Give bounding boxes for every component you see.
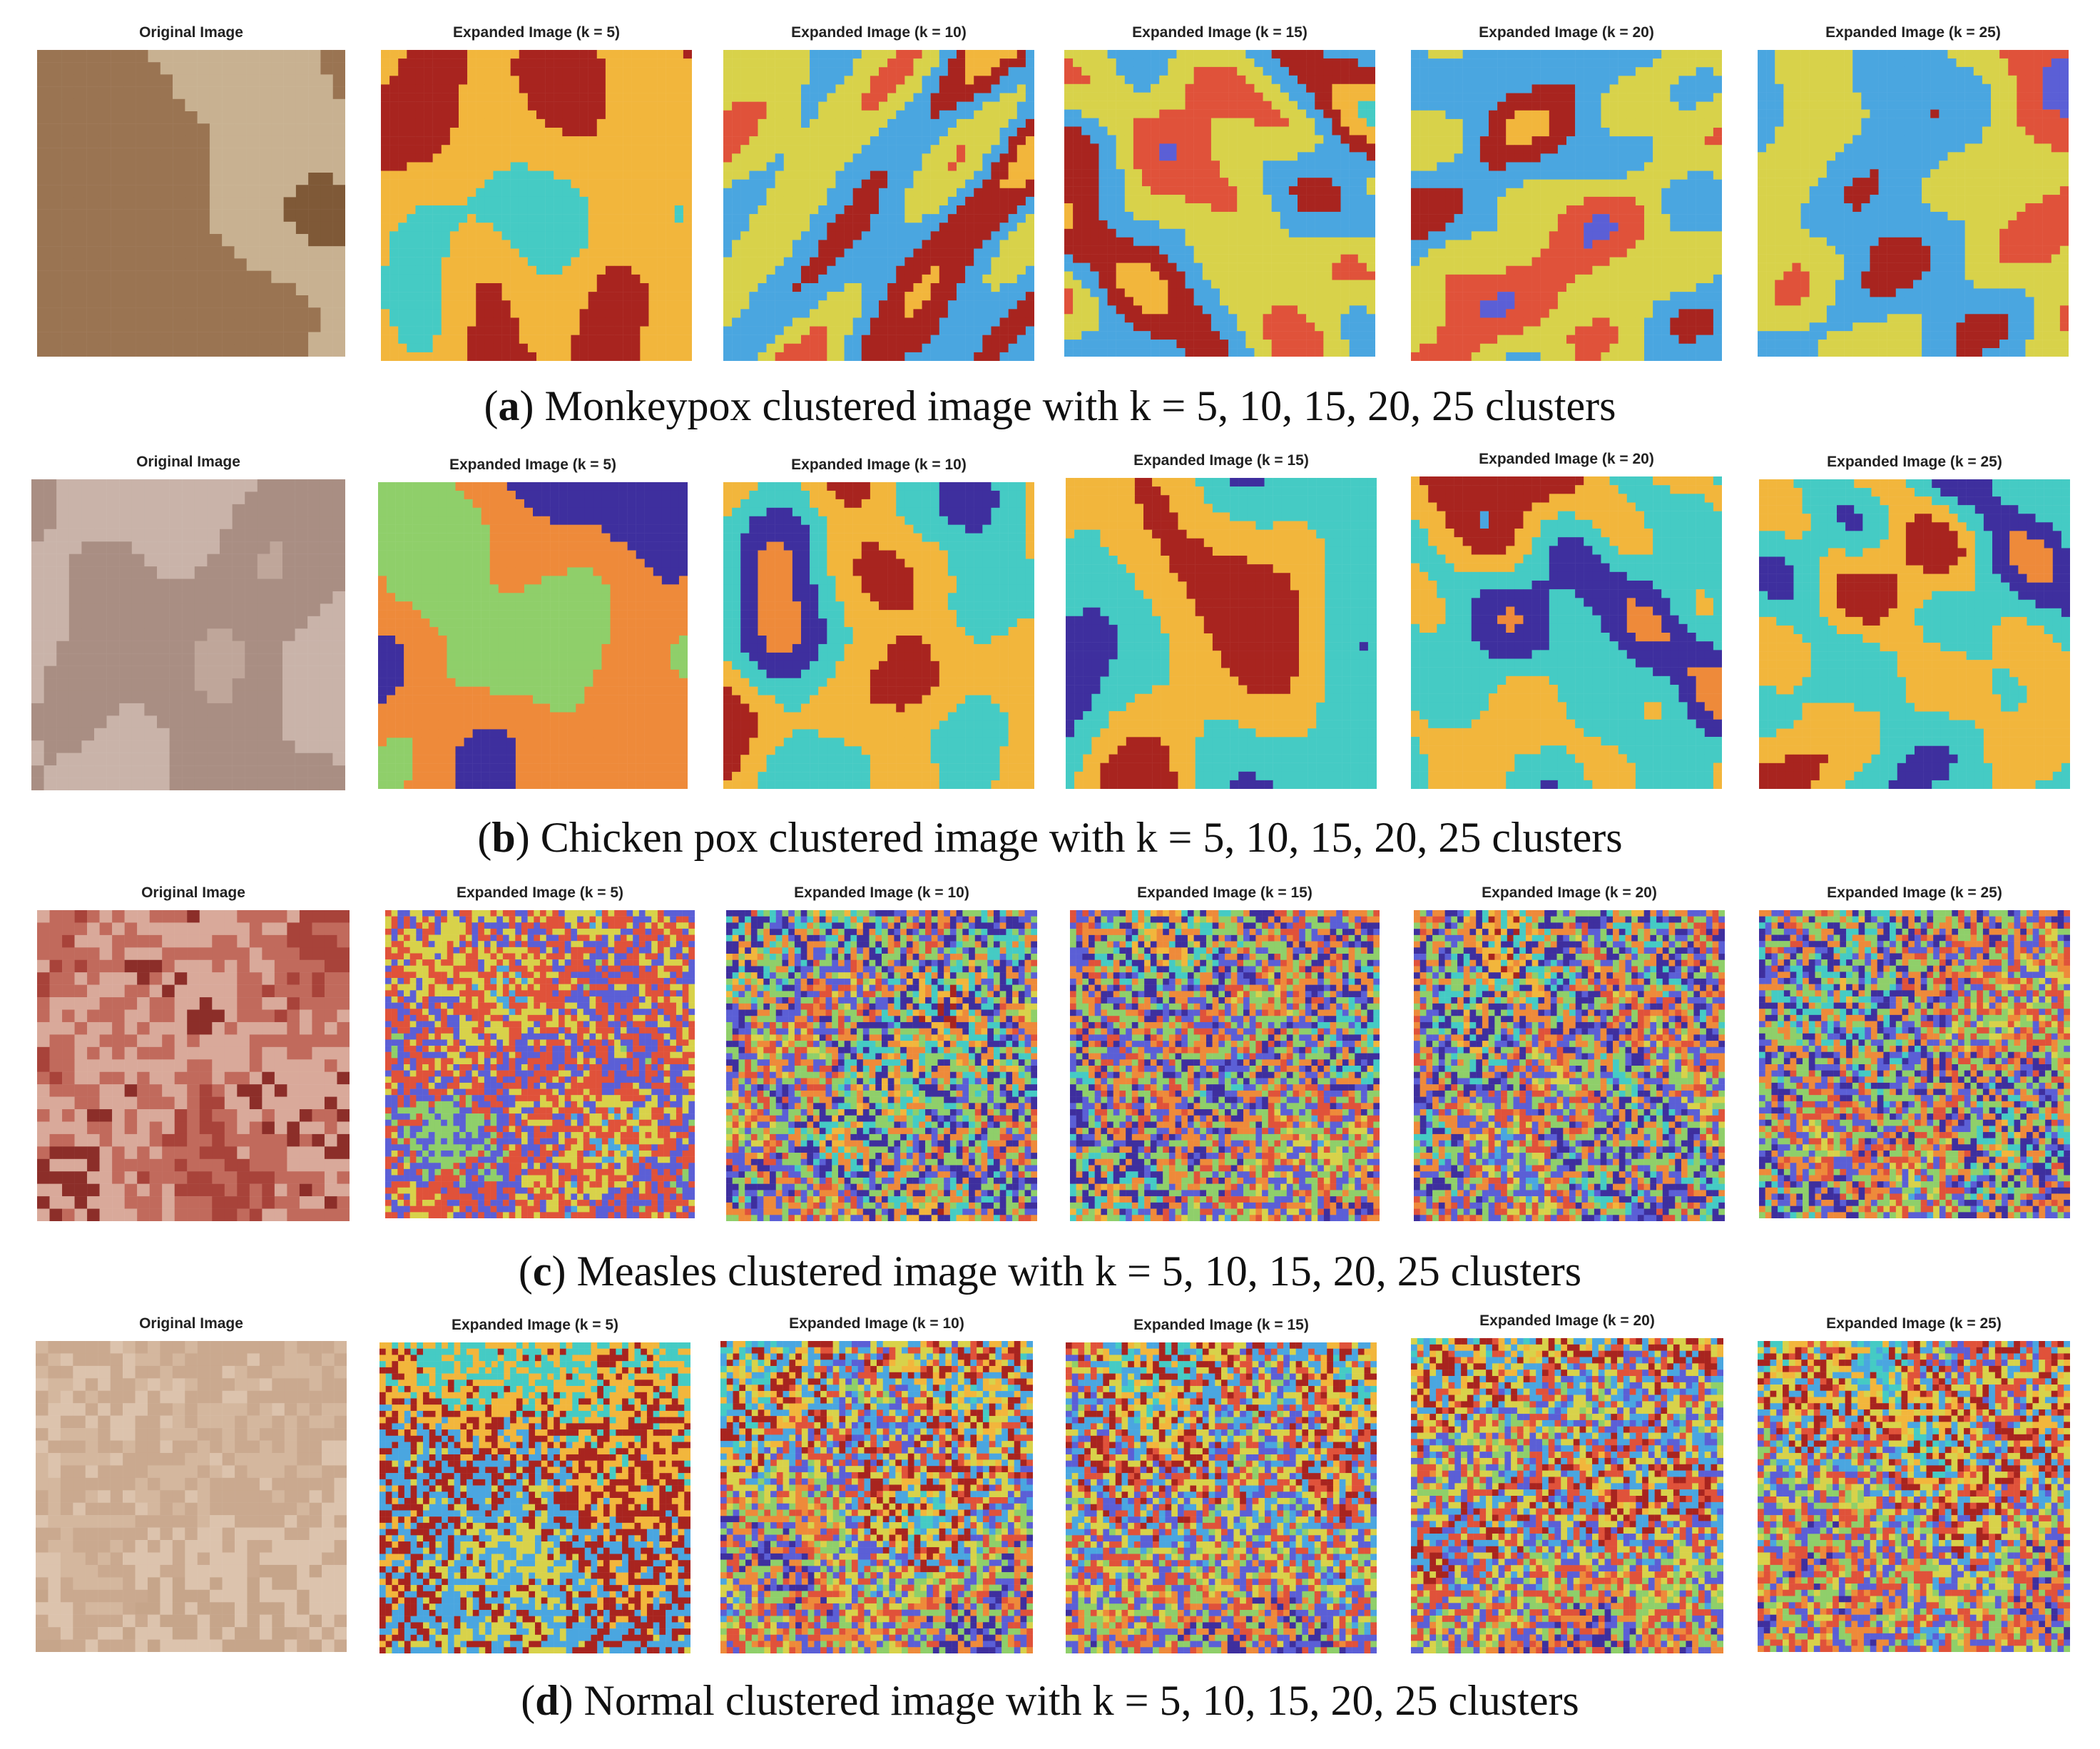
clustered-image [1066, 1342, 1377, 1653]
cluster-image-title: Expanded Image (k = 5) [381, 24, 692, 41]
cluster-panel-k5-c: Expanded Image (k = 5) [385, 884, 695, 1218]
cluster-panel-k5-a: Expanded Image (k = 5) [381, 24, 692, 361]
cluster-image-title: Expanded Image (k = 15) [1066, 1317, 1377, 1334]
cluster-panel-k10-c: Expanded Image (k = 10) [726, 884, 1037, 1221]
cluster-panel-k10-a: Expanded Image (k = 10) [723, 24, 1034, 361]
cluster-panel-k15-c: Expanded Image (k = 15) [1070, 884, 1380, 1221]
cluster-panel-k10-d: Expanded Image (k = 10) [720, 1315, 1033, 1653]
original-image-title: Original Image [37, 24, 345, 41]
cluster-image-title: Expanded Image (k = 15) [1066, 452, 1377, 469]
caption-letter: b [491, 814, 515, 861]
caption-text: Measles clustered image with k = 5, 10, … [566, 1248, 1582, 1295]
cluster-panel-k10-b: Expanded Image (k = 10) [723, 457, 1034, 789]
cluster-panel-k5-b: Expanded Image (k = 5) [378, 457, 688, 789]
cluster-image-title: Expanded Image (k = 10) [723, 24, 1034, 41]
caption-text: Monkeypox clustered image with k = 5, 10… [534, 382, 1616, 429]
clustered-image [720, 1341, 1033, 1653]
clustered-image [1411, 1338, 1723, 1653]
clustered-image [379, 1342, 690, 1653]
original-image-panel-b: Original Image [31, 454, 345, 790]
cluster-image-title: Expanded Image (k = 5) [379, 1317, 690, 1334]
original-image-title: Original Image [37, 884, 350, 902]
cluster-panel-k15-b: Expanded Image (k = 15) [1066, 452, 1377, 789]
original-image-title: Original Image [36, 1315, 347, 1332]
cluster-panel-k20-c: Expanded Image (k = 20) [1414, 884, 1725, 1221]
cluster-image-title: Expanded Image (k = 10) [720, 1315, 1033, 1332]
cluster-image-title: Expanded Image (k = 5) [385, 884, 695, 902]
clustered-image [726, 910, 1037, 1221]
cluster-image-title: Expanded Image (k = 10) [726, 884, 1037, 902]
caption-d: (d) Normal clustered image with k = 5, 1… [0, 1676, 2100, 1725]
clustered-image [381, 50, 692, 361]
clustered-image [723, 50, 1034, 361]
caption-b: (b) Chicken pox clustered image with k =… [0, 813, 2100, 862]
cluster-image-title: Expanded Image (k = 20) [1411, 451, 1722, 468]
cluster-panel-k25-d: Expanded Image (k = 25) [1758, 1315, 2070, 1652]
cluster-image-title: Expanded Image (k = 25) [1758, 1315, 2070, 1332]
clustered-image [1758, 1341, 2070, 1652]
caption-text: Normal clustered image with k = 5, 10, 1… [574, 1677, 1579, 1724]
cluster-panel-k15-d: Expanded Image (k = 15) [1066, 1317, 1377, 1653]
clustered-image [385, 910, 695, 1218]
cluster-image-title: Expanded Image (k = 5) [378, 457, 688, 474]
cluster-panel-k20-a: Expanded Image (k = 20) [1411, 24, 1722, 361]
caption-letter: a [499, 382, 520, 429]
cluster-panel-k20-d: Expanded Image (k = 20) [1411, 1312, 1723, 1653]
original-image-panel-a: Original Image [37, 24, 345, 357]
caption-text: Chicken pox clustered image with k = 5, … [530, 814, 1623, 861]
cluster-image-title: Expanded Image (k = 25) [1759, 884, 2070, 902]
caption-c: (c) Measles clustered image with k = 5, … [0, 1247, 2100, 1296]
cluster-image-title: Expanded Image (k = 25) [1758, 24, 2069, 41]
cluster-image-title: Expanded Image (k = 15) [1070, 884, 1380, 902]
original-image-title: Original Image [31, 454, 345, 471]
original-image [36, 1341, 347, 1652]
clustered-image [1759, 910, 2070, 1218]
caption-letter: c [533, 1248, 552, 1295]
caption-a: (a) Monkeypox clustered image with k = 5… [0, 382, 2100, 431]
cluster-image-title: Expanded Image (k = 20) [1411, 24, 1722, 41]
clustered-image [723, 482, 1034, 789]
cluster-panel-k25-c: Expanded Image (k = 25) [1759, 884, 2070, 1218]
original-image [37, 910, 350, 1221]
cluster-panel-k25-b: Expanded Image (k = 25) [1759, 454, 2070, 789]
clustered-image [1414, 910, 1725, 1221]
cluster-image-title: Expanded Image (k = 20) [1411, 1312, 1723, 1330]
clustered-image [1064, 50, 1375, 357]
clustered-image [1411, 476, 1722, 789]
cluster-panel-k5-d: Expanded Image (k = 5) [379, 1317, 690, 1653]
clustered-image [1758, 50, 2069, 357]
original-image-panel-c: Original Image [37, 884, 350, 1221]
original-image [37, 50, 345, 357]
cluster-image-title: Expanded Image (k = 15) [1064, 24, 1375, 41]
clustered-image [1759, 479, 2070, 789]
cluster-image-title: Expanded Image (k = 25) [1759, 454, 2070, 471]
caption-letter: d [535, 1677, 559, 1724]
clustered-image [1411, 50, 1722, 361]
cluster-panel-k15-a: Expanded Image (k = 15) [1064, 24, 1375, 357]
cluster-image-title: Expanded Image (k = 10) [723, 457, 1034, 474]
original-image-panel-d: Original Image [36, 1315, 347, 1652]
original-image [31, 479, 345, 790]
clustered-image [378, 482, 688, 789]
clustered-image [1066, 478, 1377, 789]
clustered-image [1070, 910, 1380, 1221]
cluster-panel-k20-b: Expanded Image (k = 20) [1411, 451, 1722, 789]
cluster-image-title: Expanded Image (k = 20) [1414, 884, 1725, 902]
cluster-panel-k25-a: Expanded Image (k = 25) [1758, 24, 2069, 357]
